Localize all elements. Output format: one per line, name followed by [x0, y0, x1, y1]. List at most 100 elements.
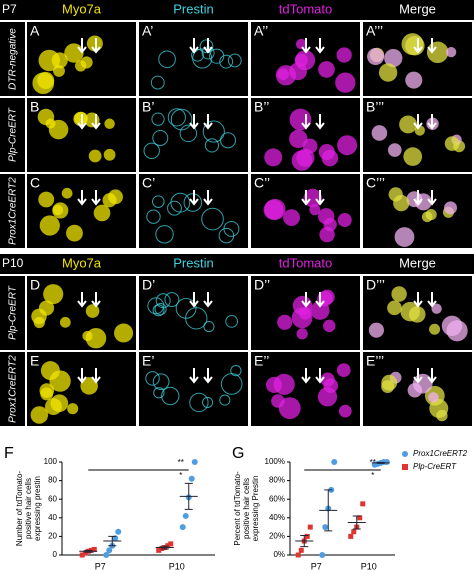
micrograph [251, 352, 360, 426]
y-tick-label: 40% [269, 513, 285, 522]
cell [302, 138, 318, 154]
cell [155, 293, 171, 309]
y-tick-label: 20% [269, 532, 285, 541]
cell [378, 63, 398, 82]
significance-label: ** [370, 458, 376, 467]
cell [441, 315, 463, 336]
panel-letter: C [30, 175, 40, 191]
row-label: DTR-negative [8, 28, 19, 90]
arrow [315, 38, 325, 54]
panel-letter: D’’’ [366, 277, 385, 293]
micrograph [363, 98, 472, 172]
cell [387, 300, 402, 316]
row-label-band [0, 352, 25, 426]
cell [219, 54, 234, 69]
cell [164, 292, 180, 308]
data-point [115, 528, 122, 535]
cell [273, 373, 295, 395]
data-point [383, 459, 390, 465]
panel-letter: E [30, 353, 39, 369]
arrow [315, 292, 325, 308]
channel-label: Myo7a [62, 1, 102, 16]
cell [104, 118, 115, 129]
cell [114, 323, 134, 343]
legend-label: Prox1CreERT2 [413, 449, 468, 458]
error-bar [108, 535, 117, 547]
cell [30, 406, 49, 424]
data-point [156, 547, 162, 553]
micrograph [139, 98, 248, 172]
micrograph [139, 352, 248, 426]
arrow [77, 38, 87, 54]
micrograph [251, 276, 360, 350]
data-point [307, 524, 313, 530]
y-tick-label: 80 [48, 476, 57, 485]
cell [318, 61, 335, 78]
arrow [413, 38, 423, 54]
arrow [427, 368, 437, 384]
error-bar [184, 482, 193, 510]
arrow [77, 190, 87, 206]
micrograph [27, 22, 136, 96]
error-bar [84, 549, 93, 553]
micrograph [363, 174, 472, 248]
panel-letter: D’’ [254, 277, 270, 293]
channel-label: tdTomato [279, 1, 332, 16]
panel-letter: C’’’ [366, 175, 385, 191]
cell [80, 56, 93, 69]
cell [73, 111, 88, 127]
cell [167, 108, 186, 127]
arrow [427, 292, 437, 308]
row-label: Plp-CreERT [8, 107, 19, 162]
cell [202, 120, 225, 143]
cell [295, 38, 307, 50]
cell [391, 286, 407, 302]
data-point [179, 524, 186, 531]
cell [40, 387, 54, 401]
arrow [91, 114, 101, 130]
data-point [188, 475, 195, 482]
cell [436, 409, 448, 422]
arrow [189, 190, 199, 206]
cell [275, 65, 297, 86]
cell [219, 132, 237, 149]
cell [201, 207, 224, 231]
micrograph [251, 22, 360, 96]
data-point [360, 501, 366, 507]
panel-letter: A [30, 23, 40, 39]
cell [192, 48, 213, 69]
cell [189, 392, 209, 413]
cell [403, 147, 423, 166]
cell [264, 148, 283, 167]
data-point [91, 546, 97, 552]
y-axis-label: expressing Prestin [251, 476, 260, 542]
cell [161, 386, 180, 406]
cell [278, 397, 301, 420]
cell [277, 314, 293, 330]
cell [283, 209, 300, 226]
cell [428, 392, 439, 403]
cell [45, 118, 56, 129]
significance-label: ** [178, 458, 184, 467]
cell [146, 209, 161, 224]
arrow [203, 114, 213, 130]
cell [429, 323, 441, 335]
data-point [351, 529, 357, 535]
micrograph [27, 174, 136, 248]
row-label-band [0, 22, 25, 96]
chart-letter: G [232, 445, 244, 462]
panel-letter: E’ [142, 353, 154, 369]
cell [400, 301, 420, 322]
panel-letter: B’ [142, 99, 154, 115]
channel-label: Prestin [173, 255, 213, 270]
cell [59, 316, 71, 328]
chart-letter: F [4, 445, 14, 462]
data-point [322, 524, 329, 531]
cell [323, 319, 336, 333]
cell [387, 143, 402, 157]
micrograph [363, 352, 472, 426]
cell [151, 112, 165, 126]
y-axis-label: Percent of tdTomato- [233, 471, 242, 546]
cell [399, 115, 418, 134]
